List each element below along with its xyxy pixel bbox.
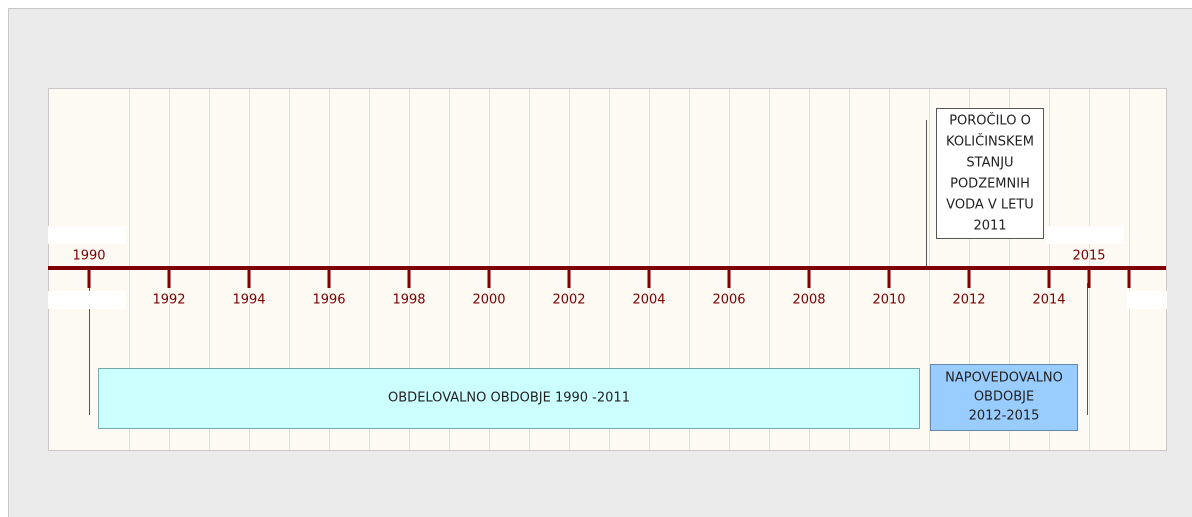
tick-label: 2000 — [472, 293, 505, 308]
period-label: OBDOBJE — [974, 390, 1034, 405]
label-bg — [48, 226, 126, 244]
start-label: 1990 — [72, 249, 105, 264]
event-label: 2011 — [973, 219, 1006, 234]
period-box — [930, 364, 1078, 431]
tick-label: 2008 — [792, 293, 825, 308]
tick-label: 2004 — [632, 293, 665, 308]
event-label: KOLIČINSKEM — [946, 134, 1034, 150]
event-label: STANJU — [966, 156, 1013, 171]
tick-label: 2014 — [1032, 293, 1065, 308]
event-label: PODZEMNIH — [950, 177, 1030, 192]
label-bg — [1046, 226, 1124, 244]
period-box — [98, 368, 920, 429]
event-label: POROČILO O — [949, 113, 1031, 129]
end-label: 2015 — [1072, 249, 1105, 264]
tick-label: 2010 — [872, 293, 905, 308]
period-label: NAPOVEDOVALNO — [945, 371, 1063, 386]
label-bg — [48, 291, 126, 309]
tick-label: 2002 — [552, 293, 585, 308]
period-label: OBDELOVALNO OBDOBJE 1990 -2011 — [388, 391, 630, 406]
tick-label: 1992 — [152, 293, 185, 308]
tick-label: 2012 — [952, 293, 985, 308]
label-bg — [1127, 291, 1167, 309]
tick-label: 1998 — [392, 293, 425, 308]
tick-label: 1996 — [312, 293, 345, 308]
event-box — [936, 108, 1044, 239]
event-label: VODA V LETU — [946, 198, 1034, 213]
tick-label: 1994 — [232, 293, 265, 308]
tick-label: 2006 — [712, 293, 745, 308]
period-label: 2012-2015 — [969, 409, 1040, 424]
